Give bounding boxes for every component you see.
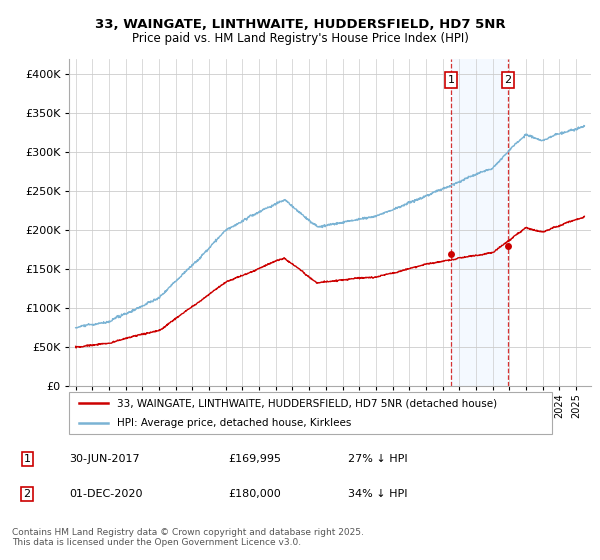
Text: 33, WAINGATE, LINTHWAITE, HUDDERSFIELD, HD7 5NR: 33, WAINGATE, LINTHWAITE, HUDDERSFIELD, … <box>95 18 505 31</box>
Text: HPI: Average price, detached house, Kirklees: HPI: Average price, detached house, Kirk… <box>118 418 352 428</box>
Text: 27% ↓ HPI: 27% ↓ HPI <box>348 454 407 464</box>
Text: Price paid vs. HM Land Registry's House Price Index (HPI): Price paid vs. HM Land Registry's House … <box>131 32 469 45</box>
Text: £169,995: £169,995 <box>228 454 281 464</box>
Text: 1: 1 <box>23 454 31 464</box>
Text: Contains HM Land Registry data © Crown copyright and database right 2025.
This d: Contains HM Land Registry data © Crown c… <box>12 528 364 547</box>
Text: 30-JUN-2017: 30-JUN-2017 <box>69 454 140 464</box>
Text: 01-DEC-2020: 01-DEC-2020 <box>69 489 143 499</box>
Text: 2: 2 <box>505 75 512 85</box>
FancyBboxPatch shape <box>69 392 552 434</box>
Bar <box>451 59 508 386</box>
Text: £180,000: £180,000 <box>228 489 281 499</box>
Text: 2: 2 <box>23 489 31 499</box>
Text: 34% ↓ HPI: 34% ↓ HPI <box>348 489 407 499</box>
Text: 1: 1 <box>448 75 454 85</box>
Text: 33, WAINGATE, LINTHWAITE, HUDDERSFIELD, HD7 5NR (detached house): 33, WAINGATE, LINTHWAITE, HUDDERSFIELD, … <box>118 398 497 408</box>
